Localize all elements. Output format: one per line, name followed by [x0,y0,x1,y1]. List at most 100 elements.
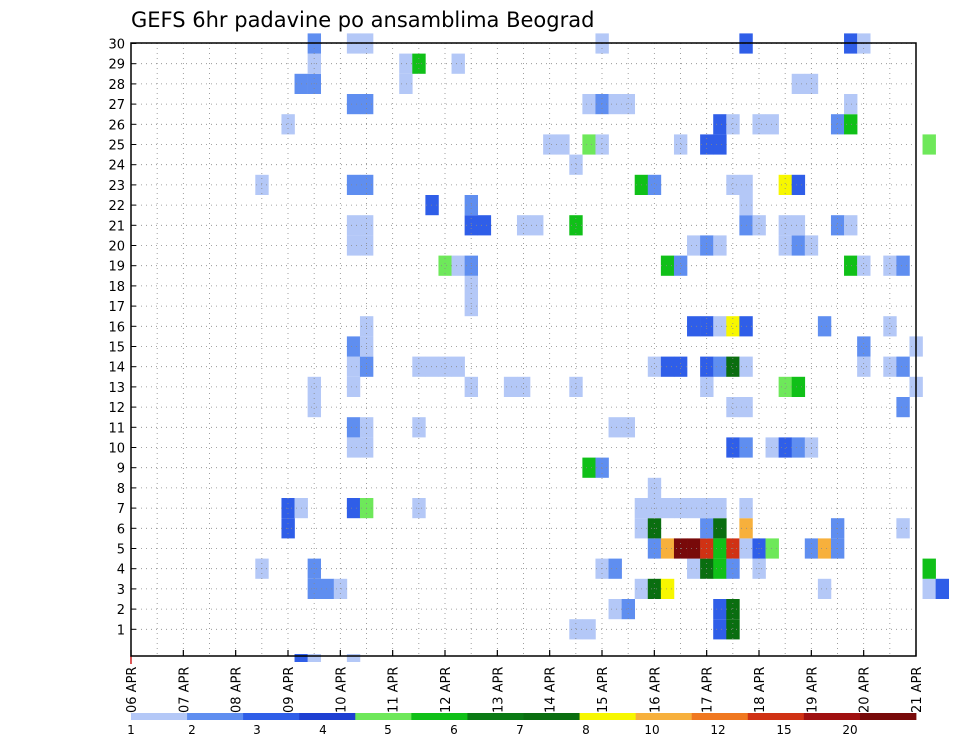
heat-cell [713,558,727,579]
y-tick-label: 7 [117,502,125,517]
heat-cell [346,376,361,397]
y-tick-label: 13 [108,381,125,396]
heat-cell [399,53,413,74]
heat-cell [346,235,361,256]
legend-swatch [299,713,356,720]
heat-cell [425,195,439,216]
x-tick-label: 15 APR [596,667,611,713]
legend-label: 3 [253,723,261,737]
x-tick-label: 18 APR [753,667,768,713]
heat-cell [346,94,361,115]
legend-swatch [635,713,693,720]
heat-cell [438,356,452,377]
heat-cell [412,356,426,377]
y-tick-label: 22 [108,199,125,214]
heat-cell [857,255,871,276]
legend-label: 6 [450,723,458,737]
heat-cell [687,558,701,579]
heat-cell [896,356,910,377]
heat-cell [752,114,766,135]
heat-cell [346,174,361,195]
heat-cell [569,376,583,397]
y-tick-label: 21 [108,219,125,234]
heat-cell [673,356,688,377]
heat-cell [516,215,531,236]
grid-layer [131,43,916,656]
y-tick-label: 10 [108,442,125,457]
heat-cell [726,437,740,458]
heat-cell [830,215,845,236]
heat-cell [438,255,452,276]
heat-cell [307,654,322,662]
y-tick-label: 15 [108,341,125,356]
legend-label: 10 [644,723,659,737]
heat-cell [582,457,596,478]
legend-label: 7 [516,723,524,737]
heat-cell [922,558,936,579]
heat-cell [765,437,779,458]
heat-cell [660,578,675,599]
heat-cell [778,174,793,195]
y-tick-label: 26 [108,118,125,133]
legend-swatch [859,713,917,720]
legend-label: 15 [776,723,791,737]
heat-cell [713,599,727,620]
heat-cell [726,114,740,135]
heat-cell [844,94,858,115]
y-tick-label: 17 [108,300,125,315]
heat-cell [726,356,740,377]
heat-cell [582,94,596,115]
x-tick-labels: 06 APR 07 APR 08 APR 09 APR 10 APR 11 APR 12 A… [125,650,925,713]
heat-cell [647,356,662,377]
y-tick-label: 12 [108,401,125,416]
y-tick-label: 8 [117,482,125,497]
heat-cell [726,397,740,418]
heat-cell [713,498,727,519]
legend-swatch [803,713,861,720]
x-tick-label: 10 APR [334,667,349,713]
heat-cell [778,235,793,256]
heat-cell [778,376,793,397]
y-tick-label: 30 [108,38,125,53]
heat-cell [713,134,727,155]
y-tick-label: 25 [108,139,125,154]
heat-cell [660,356,675,377]
y-tick-label: 20 [108,240,125,255]
heat-cell [346,336,361,357]
y-tick-label: 14 [108,361,125,376]
heat-cell [791,215,806,236]
heat-cell [817,538,832,559]
heat-cell [516,376,531,397]
heat-cell [582,134,596,155]
x-tick-label: 07 APR [177,667,192,713]
legend-label: 1 [127,723,135,737]
heat-cell [778,215,793,236]
legend-swatch [579,713,637,720]
y-tick-label: 4 [117,563,125,578]
heat-cell [726,316,740,337]
heat-cell [844,215,858,236]
heat-cell [922,134,936,155]
heat-cell [608,599,622,620]
heat-cell [503,376,518,397]
heat-cell [713,518,727,539]
y-tick-label: 3 [117,583,125,598]
heat-cell [673,134,688,155]
legend-swatch [187,713,244,720]
heat-cell [346,437,361,458]
x-tick-label: 12 APR [439,667,454,713]
cells-layer [255,33,950,662]
legend-swatch [243,713,300,720]
legend-label: 2 [188,723,196,737]
x-tick-label: 06 APR [125,667,140,713]
legend-swatch [747,713,805,720]
heat-cell [857,336,871,357]
heat-cell [556,134,570,155]
heat-cell [346,654,361,662]
heat-cell [687,538,701,559]
legend-swatch [411,713,468,720]
heat-cell [791,235,806,256]
heat-cell [346,498,361,519]
